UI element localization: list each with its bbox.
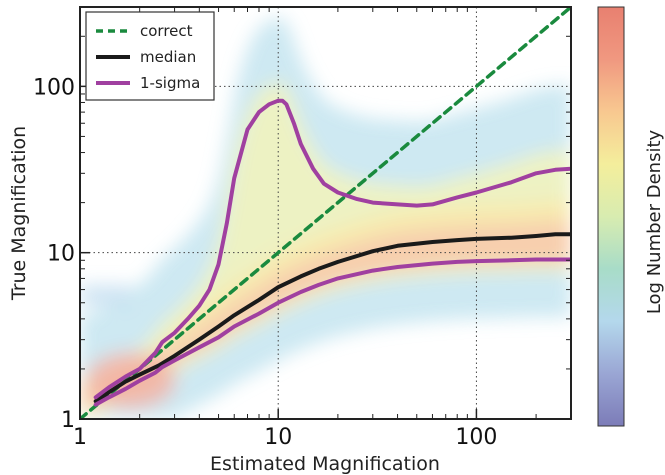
series-line-correct <box>80 7 571 419</box>
series-lines <box>80 7 571 419</box>
colorbar-title: Log Number Density <box>644 129 665 314</box>
y-tick-label: 1 <box>61 408 75 433</box>
x-tick-label: 10 <box>264 425 292 450</box>
axis-ticks: 1 10 100 1 10 100 <box>33 6 572 450</box>
y-tick-label: 100 <box>33 75 75 100</box>
x-tick-label: 1 <box>73 425 87 450</box>
y-tick-label: 10 <box>47 242 75 267</box>
legend-label-median: median <box>140 48 196 66</box>
plot-frame <box>79 6 572 420</box>
series-line-median <box>93 232 571 404</box>
y-axis-title: True Magnification <box>8 126 30 301</box>
series-line-1-sigma-lower <box>93 257 571 407</box>
colorbar <box>597 6 625 427</box>
legend-label-correct: correct <box>140 22 193 40</box>
x-axis-title: Estimated Magnification <box>210 453 440 475</box>
legend: correct median 1-sigma <box>85 11 215 101</box>
legend-label-sigma: 1-sigma <box>140 74 200 92</box>
series-line-1-sigma <box>93 98 571 400</box>
x-tick-label: 100 <box>455 425 497 450</box>
